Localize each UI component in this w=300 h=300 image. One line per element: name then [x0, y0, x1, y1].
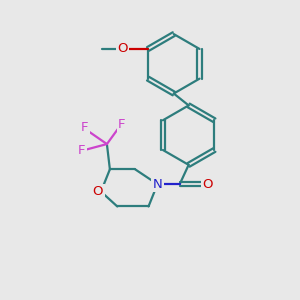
Text: O: O [203, 178, 213, 191]
Text: O: O [118, 42, 128, 56]
Text: F: F [78, 143, 85, 157]
Text: N: N [153, 178, 162, 191]
Text: F: F [81, 121, 88, 134]
Text: O: O [93, 185, 103, 198]
Text: F: F [118, 118, 125, 131]
